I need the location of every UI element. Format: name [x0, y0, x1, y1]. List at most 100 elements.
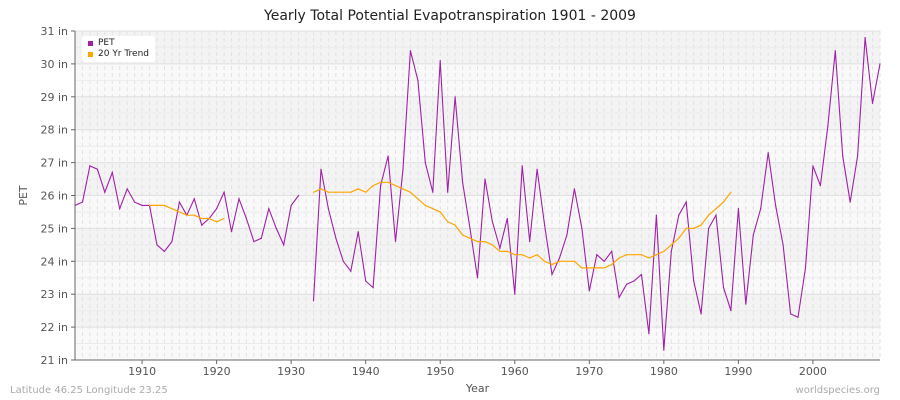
x-tick-label: 1930: [277, 365, 305, 378]
pet-point: [432, 191, 434, 193]
pet-point: [342, 260, 344, 262]
trend-point: [335, 191, 337, 193]
footer-source: worldspecies.org: [795, 385, 880, 396]
trend-point: [730, 191, 732, 193]
trend-point: [365, 191, 367, 193]
trend-point: [163, 204, 166, 206]
pet-point: [335, 237, 337, 239]
pet-point: [201, 224, 203, 226]
trend-point: [618, 257, 620, 259]
pet-point: [394, 240, 397, 243]
pet-point: [447, 191, 449, 193]
pet-point: [514, 293, 516, 295]
pet-point: [74, 204, 76, 206]
trend-point: [499, 250, 501, 253]
trend-point: [208, 217, 210, 220]
pet-point: [588, 290, 590, 292]
legend: PET 20 Yr Trend: [82, 36, 156, 62]
trend-point: [357, 188, 359, 190]
pet-point: [819, 185, 821, 187]
trend-point: [685, 227, 687, 229]
trend-point: [417, 198, 419, 200]
trend-point: [640, 254, 643, 256]
trend-point: [216, 221, 218, 223]
pet-point: [409, 50, 412, 52]
x-tick-label: 1920: [203, 365, 231, 378]
legend-label: PET: [98, 38, 115, 48]
pet-point: [380, 185, 382, 187]
trend-point: [320, 188, 322, 190]
pet-point: [104, 191, 106, 193]
pet-point: [417, 79, 419, 81]
pet-point: [842, 155, 844, 157]
x-tick-label: 1910: [128, 365, 156, 378]
trend-point: [625, 254, 628, 256]
pet-point: [506, 217, 508, 220]
trend-point: [447, 221, 449, 223]
pet-point: [603, 260, 605, 262]
pet-point: [491, 221, 494, 223]
trend-point: [148, 204, 151, 206]
pet-point: [730, 310, 732, 312]
pet-point: [611, 250, 613, 253]
pet-point: [230, 231, 233, 233]
pet-point: [238, 198, 240, 200]
pet-point: [760, 208, 762, 210]
pet-point: [573, 188, 575, 190]
pet-point: [551, 273, 553, 276]
pet-point: [216, 208, 218, 210]
pet-point: [529, 240, 531, 243]
pet-point: [737, 208, 739, 210]
trend-point: [521, 254, 523, 256]
trend-point: [529, 257, 531, 259]
trend-point: [380, 181, 382, 183]
trend-point: [461, 234, 464, 236]
pet-point: [499, 247, 501, 249]
trend-point: [566, 260, 568, 262]
pet-point: [111, 171, 113, 174]
pet-point: [834, 50, 836, 52]
trend-point: [611, 263, 613, 266]
pet-point: [715, 214, 717, 216]
trend-point: [186, 214, 188, 216]
pet-point: [320, 168, 322, 170]
trend-point: [551, 263, 553, 266]
pet-point: [387, 155, 389, 157]
pet-point: [596, 254, 598, 256]
pet-point: [178, 201, 180, 203]
pet-point: [648, 333, 650, 335]
trend-point: [536, 254, 538, 256]
pet-point: [521, 165, 523, 167]
pet-point: [804, 267, 807, 269]
trend-point: [648, 257, 650, 259]
trend-point: [491, 244, 494, 246]
pet-point: [812, 165, 814, 167]
pet-point: [298, 194, 300, 197]
pet-point: [745, 303, 747, 305]
pet-point: [782, 244, 784, 246]
trend-point: [633, 254, 635, 256]
pet-point: [193, 198, 195, 200]
x-tick-label: 1940: [352, 365, 380, 378]
trend-point: [588, 267, 590, 269]
trend-point: [201, 217, 203, 220]
pet-point: [543, 224, 546, 226]
legend-swatch: [88, 52, 93, 57]
pet-point: [752, 234, 754, 236]
pet-point: [327, 208, 330, 210]
pet-point: [879, 63, 881, 65]
pet-point: [871, 102, 874, 104]
trend-point: [603, 267, 605, 269]
x-tick-label: 1960: [501, 365, 529, 378]
trend-point: [476, 240, 479, 243]
trend-point: [573, 260, 575, 262]
footer-coordinates: Latitude 46.25 Longitude 23.25: [10, 385, 168, 396]
trend-point: [514, 254, 516, 256]
pet-point: [171, 240, 173, 243]
legend-item-trend: 20 Yr Trend: [88, 49, 149, 60]
pet-point: [558, 257, 561, 259]
pet-point: [640, 273, 643, 276]
legend-swatch: [88, 41, 93, 46]
pet-point: [633, 280, 635, 282]
